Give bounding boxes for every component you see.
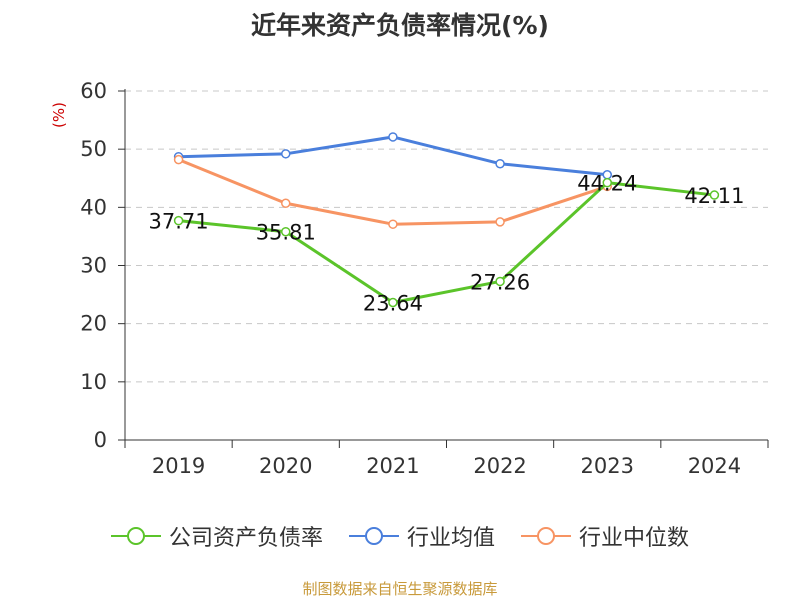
y-tick-label: 50 xyxy=(80,137,107,161)
x-tick-label: 2023 xyxy=(581,454,634,478)
data-label: 44.24 xyxy=(577,172,637,196)
data-point-0 xyxy=(388,297,398,308)
x-tick-label: 2020 xyxy=(259,454,312,478)
chart-title: 近年来资产负债率情况(%) xyxy=(251,11,549,40)
data-point-0 xyxy=(709,190,720,200)
legend-label-industry-mean: 行业均值 xyxy=(406,526,495,551)
data-label: 23.64 xyxy=(363,291,423,315)
series-line-0 xyxy=(178,181,715,304)
data-point-2 xyxy=(281,198,291,209)
x-tick-label: 2022 xyxy=(473,454,526,478)
legend-label-company: 公司资产负债率 xyxy=(168,526,323,551)
data-point-2 xyxy=(388,219,398,229)
data-point-0 xyxy=(495,276,505,287)
x-tick-label: 2019 xyxy=(152,454,205,478)
data-point-0 xyxy=(173,215,184,226)
data-point-2 xyxy=(495,217,505,227)
data-point-0 xyxy=(281,226,291,237)
y-tick-label: 60 xyxy=(80,79,107,103)
x-tick-label: 2021 xyxy=(366,454,419,478)
data-point-0 xyxy=(602,177,612,188)
y-tick-label: 30 xyxy=(80,254,107,278)
series-line-1 xyxy=(178,135,608,177)
y-tick-label: 0 xyxy=(94,428,107,452)
data-label: 27.26 xyxy=(470,270,530,294)
y-tick-label: 40 xyxy=(80,195,107,219)
legend-item-industry-median[interactable]: 行业中位数 xyxy=(521,520,689,552)
data-label: 35.81 xyxy=(256,221,316,245)
legend-marker-orange-icon xyxy=(521,527,571,545)
y-tick-label: 20 xyxy=(80,312,107,336)
data-label: 42.11 xyxy=(684,184,744,208)
data-point-1 xyxy=(281,149,291,159)
data-source-note: 制图数据来自恒生聚源数据库 xyxy=(302,580,498,598)
legend-marker-blue-icon xyxy=(348,527,399,545)
chart-legend: 公司资产负债率 行业均值 行业中位数 xyxy=(0,520,800,552)
x-tick-label: 2024 xyxy=(688,454,741,478)
data-point-2 xyxy=(173,154,184,165)
legend-label-industry-median: 行业中位数 xyxy=(579,526,690,551)
y-tick-label: 10 xyxy=(80,370,107,394)
legend-marker-green-icon xyxy=(110,527,161,545)
legend-item-industry-mean[interactable]: 行业均值 xyxy=(348,520,495,552)
data-label: 37.71 xyxy=(149,210,209,234)
legend-item-company[interactable]: 公司资产负债率 xyxy=(110,520,323,552)
data-point-1 xyxy=(388,132,398,142)
data-point-1 xyxy=(495,158,505,169)
